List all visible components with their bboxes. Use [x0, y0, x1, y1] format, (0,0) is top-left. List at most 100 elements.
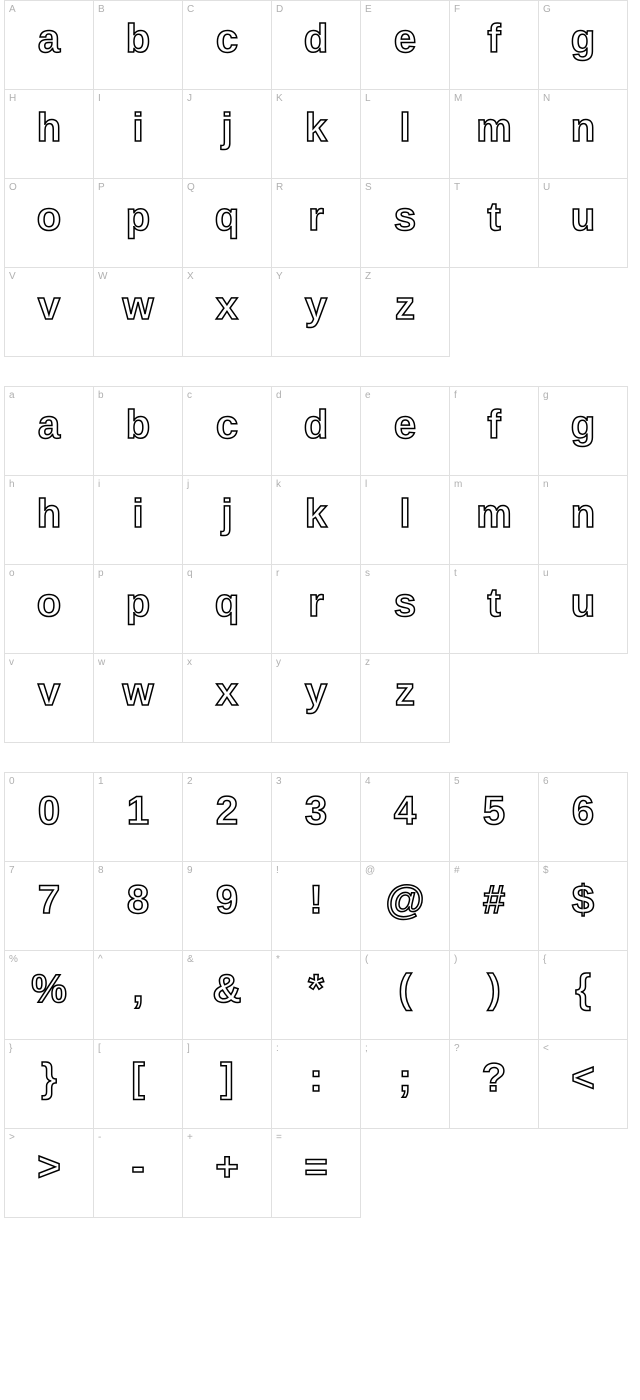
glyph-display: 2 — [183, 791, 271, 831]
glyph-label: a — [9, 390, 15, 401]
glyph-display: l — [361, 108, 449, 148]
glyph-display: r — [272, 583, 360, 623]
glyph-label: S — [365, 182, 372, 193]
glyph-cell: ^, — [93, 950, 183, 1040]
glyph-cell: 66 — [538, 772, 628, 862]
glyph-display: ] — [183, 1058, 271, 1098]
glyph-display: > — [5, 1147, 93, 1187]
glyph-label: B — [98, 4, 105, 15]
glyph-label: % — [9, 954, 18, 965]
glyph-cell: hh — [4, 475, 94, 565]
glyph-label: } — [9, 1043, 12, 1054]
glyph-display: 6 — [539, 791, 627, 831]
glyph-label: u — [543, 568, 549, 579]
glyph-cell: Uu — [538, 178, 628, 268]
glyph-cell: !! — [271, 861, 361, 951]
glyph-label: = — [276, 1132, 282, 1143]
glyph-label: ! — [276, 865, 279, 876]
glyph-cell: 77 — [4, 861, 94, 951]
glyph-display: 4 — [361, 791, 449, 831]
glyph-display: a — [5, 405, 93, 445]
glyph-label: f — [454, 390, 457, 401]
glyph-display: ; — [361, 1058, 449, 1098]
glyph-cell: >> — [4, 1128, 94, 1218]
glyph-cell: Vv — [4, 267, 94, 357]
glyph-display: j — [183, 108, 271, 148]
glyph-cell: Xx — [182, 267, 272, 357]
glyph-cell: ;; — [360, 1039, 450, 1129]
glyph-display: c — [183, 19, 271, 59]
glyph-cell: @@ — [360, 861, 450, 951]
glyph-display: t — [450, 197, 538, 237]
glyph-cell: << — [538, 1039, 628, 1129]
glyph-cell: Bb — [93, 0, 183, 90]
glyph-display: p — [94, 197, 182, 237]
glyph-cell: cc — [182, 386, 272, 476]
glyph-display: p — [94, 583, 182, 623]
glyph-display: 9 — [183, 880, 271, 920]
glyph-cell: Nn — [538, 89, 628, 179]
glyph-label: 7 — [9, 865, 15, 876]
glyph-label: T — [454, 182, 460, 193]
glyph-cell: mm — [449, 475, 539, 565]
glyph-display: u — [539, 197, 627, 237]
glyph-cell: dd — [271, 386, 361, 476]
glyph-label: G — [543, 4, 551, 15]
glyph-label: X — [187, 271, 194, 282]
glyph-label: > — [9, 1132, 15, 1143]
glyph-display: # — [450, 880, 538, 920]
glyph-label: ] — [187, 1043, 190, 1054]
glyph-cell: qq — [182, 564, 272, 654]
glyph-label: + — [187, 1132, 193, 1143]
glyph-cell: rr — [271, 564, 361, 654]
glyph-cell: %% — [4, 950, 94, 1040]
glyph-cell: jj — [182, 475, 272, 565]
glyph-label: < — [543, 1043, 549, 1054]
glyph-cell: ww — [93, 653, 183, 743]
glyph-cell: 44 — [360, 772, 450, 862]
glyph-cell: 00 — [4, 772, 94, 862]
glyph-label: A — [9, 4, 16, 15]
glyph-label: D — [276, 4, 283, 15]
glyph-label: k — [276, 479, 281, 490]
glyph-cell: yy — [271, 653, 361, 743]
glyph-label: # — [454, 865, 460, 876]
glyph-display: w — [94, 672, 182, 712]
glyph-cell: gg — [538, 386, 628, 476]
glyph-label: & — [187, 954, 194, 965]
glyph-label: w — [98, 657, 105, 668]
glyph-cell: Jj — [182, 89, 272, 179]
glyph-label: * — [276, 954, 280, 965]
glyph-label: W — [98, 271, 107, 282]
glyph-display: g — [539, 19, 627, 59]
glyph-label: x — [187, 657, 192, 668]
glyph-display: { — [539, 969, 627, 1009]
glyph-display: o — [5, 583, 93, 623]
glyph-display: i — [94, 494, 182, 534]
glyph-label: o — [9, 568, 15, 579]
glyph-display: x — [183, 286, 271, 326]
glyph-label: p — [98, 568, 104, 579]
glyph-label: O — [9, 182, 17, 193]
glyph-display: q — [183, 197, 271, 237]
glyph-display: c — [183, 405, 271, 445]
glyph-cell: 55 — [449, 772, 539, 862]
glyph-cell: Cc — [182, 0, 272, 90]
glyph-display: s — [361, 197, 449, 237]
glyph-label: ( — [365, 954, 368, 965]
glyph-display: f — [450, 405, 538, 445]
glyph-display: , — [94, 969, 182, 1009]
glyph-cell: Aa — [4, 0, 94, 90]
glyph-display: e — [361, 405, 449, 445]
glyph-label: @ — [365, 865, 375, 876]
glyph-cell: Ss — [360, 178, 450, 268]
glyph-label: 4 — [365, 776, 371, 787]
glyph-display: o — [5, 197, 93, 237]
glyph-display: i — [94, 108, 182, 148]
glyph-label: c — [187, 390, 192, 401]
glyph-display: d — [272, 405, 360, 445]
glyph-label: d — [276, 390, 282, 401]
glyph-cell: Hh — [4, 89, 94, 179]
glyph-display: y — [272, 286, 360, 326]
glyph-cell: tt — [449, 564, 539, 654]
